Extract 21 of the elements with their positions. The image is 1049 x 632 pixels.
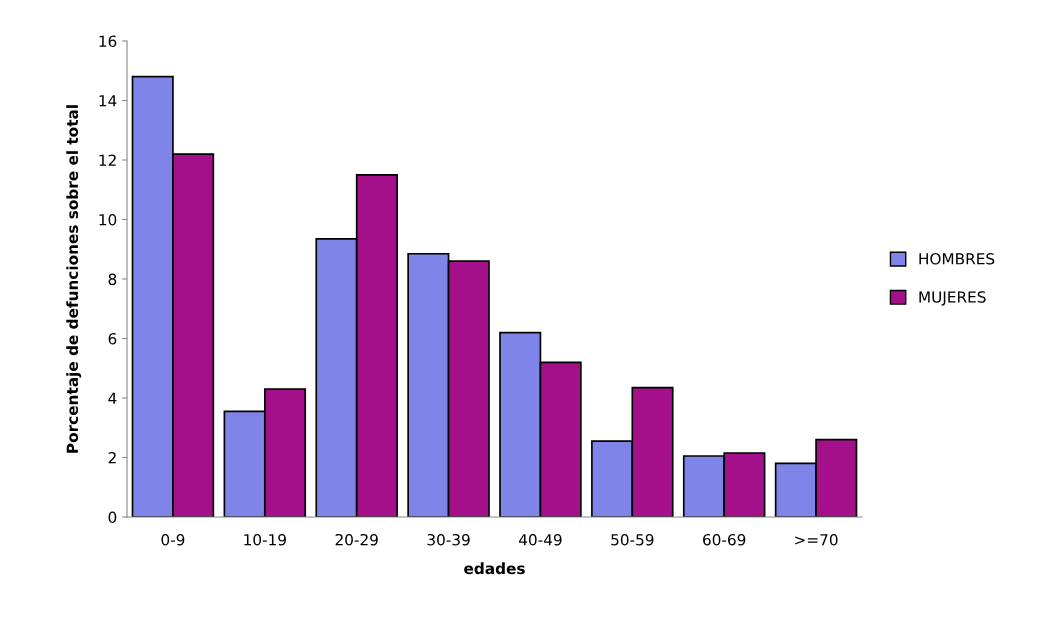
x-tick-label: 0-9 — [161, 533, 185, 546]
y-tick-label: 0 — [108, 511, 117, 524]
x-tick-label: 20-29 — [335, 533, 378, 546]
legend-label: MUJERES — [919, 291, 986, 306]
y-tick-label: 4 — [108, 392, 117, 404]
x-tick-label: 10-19 — [244, 533, 286, 546]
y-tick-label: 16 — [99, 35, 117, 48]
x-tick-label: 40-49 — [518, 533, 562, 546]
x-tick-label: >=70 — [795, 533, 838, 546]
x-tick-label: 60-69 — [703, 533, 746, 546]
x-axis-title: edades — [464, 562, 525, 575]
y-tick-label: 6 — [108, 332, 117, 345]
y-tick-label: 2 — [108, 451, 116, 464]
y-tick-label: 12 — [99, 154, 116, 166]
y-axis-title: Porcentaje de defunciones sobre el total — [66, 105, 82, 453]
x-tick-label: 30-39 — [427, 533, 470, 546]
y-tick-label: 8 — [108, 273, 117, 286]
x-tick-label: 50-59 — [611, 533, 654, 546]
legend-label: HOMBRES — [919, 253, 995, 265]
y-tick-label: 14 — [99, 95, 117, 107]
y-tick-label: 10 — [99, 213, 117, 226]
